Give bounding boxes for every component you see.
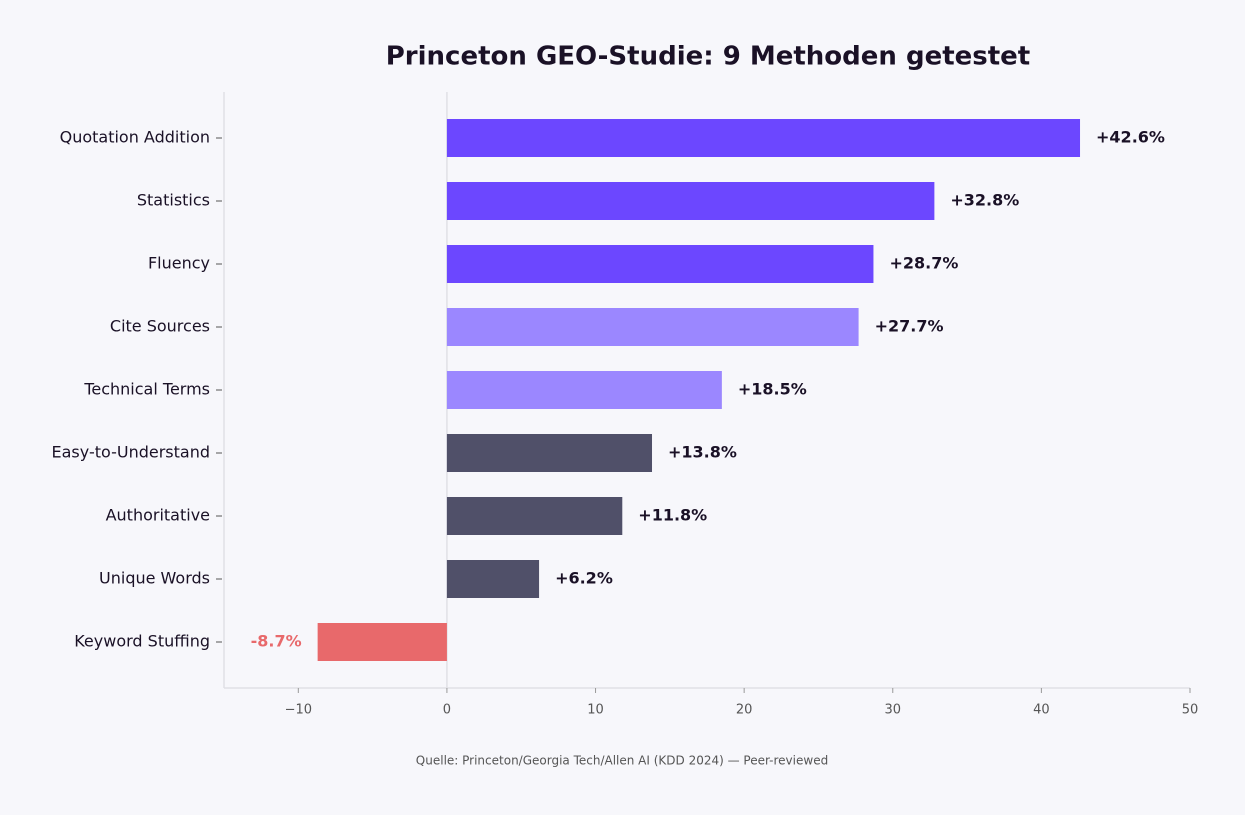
x-tick-label: 30 [884, 703, 901, 718]
value-label: +42.6% [1096, 128, 1165, 147]
value-label: +18.5% [738, 380, 807, 399]
bar [446, 371, 722, 409]
bar [446, 560, 540, 598]
y-tick-label: Unique Words [99, 569, 210, 588]
y-tick-label: Quotation Addition [60, 128, 210, 147]
source-note: Quelle: Princeton/Georgia Tech/Allen AI … [416, 754, 828, 768]
y-tick-label: Cite Sources [110, 317, 210, 336]
y-tick-label: Keyword Stuffing [74, 632, 210, 651]
value-label: +27.7% [875, 317, 944, 336]
bar [446, 497, 623, 535]
value-label: -8.7% [251, 632, 302, 651]
x-tick-label: 20 [736, 703, 753, 718]
y-tick-label: Easy-to-Understand [52, 443, 210, 462]
x-tick-label: 50 [1182, 703, 1199, 718]
x-tick-label: −10 [285, 703, 312, 718]
x-tick-label: 10 [587, 703, 604, 718]
bar [317, 623, 447, 661]
x-tick-label: 40 [1033, 703, 1050, 718]
x-tick-label: 0 [443, 703, 451, 718]
bar [446, 182, 935, 220]
bar [446, 308, 859, 346]
bar [446, 434, 653, 472]
value-label: +11.8% [638, 506, 707, 525]
chart-title: Princeton GEO-Studie: 9 Methoden geteste… [386, 42, 1030, 72]
value-label: +13.8% [668, 443, 737, 462]
y-tick-label: Fluency [148, 254, 210, 273]
bar [446, 119, 1081, 157]
value-label: +6.2% [555, 569, 613, 588]
bar [446, 245, 874, 283]
value-label: +32.8% [950, 191, 1019, 210]
y-tick-label: Statistics [137, 191, 210, 210]
value-label: +28.7% [889, 254, 958, 273]
y-tick-label: Technical Terms [83, 380, 210, 399]
y-tick-label: Authoritative [106, 506, 210, 525]
